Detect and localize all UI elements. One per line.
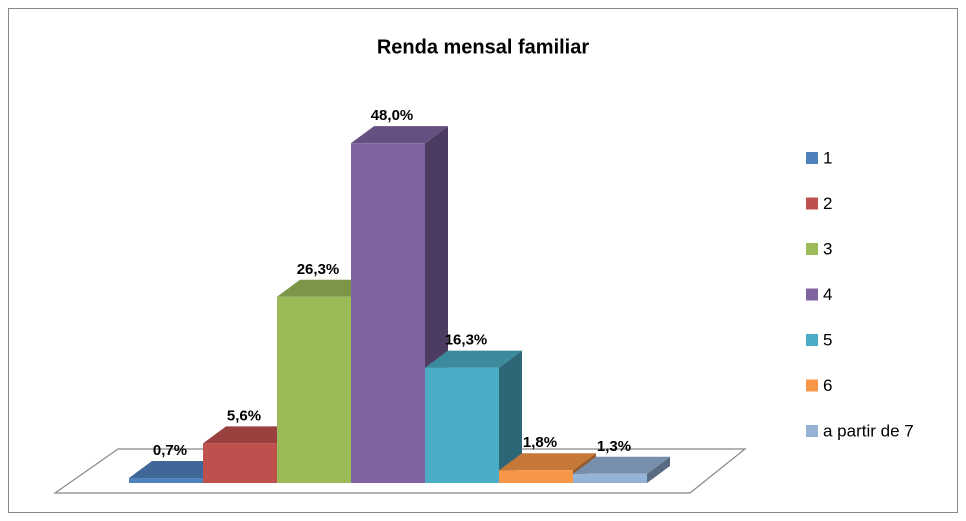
bar-top (499, 453, 596, 471)
bar-top (277, 279, 374, 297)
bar (277, 296, 351, 483)
data-label: 1,8% (523, 434, 557, 451)
bar (573, 473, 647, 483)
bar (499, 470, 573, 483)
bar-top (129, 461, 226, 479)
legend-label: 2 (823, 194, 832, 213)
chart-title: Renda mensal familiar (377, 36, 590, 58)
legend-swatch (806, 425, 818, 437)
bar (203, 443, 277, 483)
legend-swatch (806, 197, 818, 210)
legend-label: a partir de 7 (823, 421, 914, 440)
data-label: 26,3% (297, 261, 340, 278)
legend-label: 4 (823, 285, 832, 304)
legend-label: 6 (823, 376, 832, 395)
data-label: 5,6% (227, 407, 261, 424)
legend-label: 1 (823, 148, 832, 167)
bar (425, 367, 499, 483)
legend-label: 3 (823, 239, 832, 258)
legend-swatch (806, 152, 818, 164)
data-label: 16,3% (445, 332, 488, 349)
legend-swatch (806, 379, 818, 392)
data-label: 1,3% (597, 438, 631, 455)
bar-top (573, 456, 670, 474)
legend-swatch (806, 288, 818, 301)
bar-top (203, 426, 300, 444)
legend-label: 5 (823, 330, 832, 349)
legend-swatch (806, 243, 818, 255)
bar-side (499, 350, 522, 483)
bar-top (425, 350, 522, 368)
data-label: 0,7% (153, 442, 187, 459)
legend-swatch (806, 334, 818, 346)
bar (129, 478, 203, 483)
bar-side (647, 456, 670, 483)
bar (351, 143, 425, 483)
bar-top (351, 126, 448, 144)
data-label: 48,0% (371, 107, 414, 124)
